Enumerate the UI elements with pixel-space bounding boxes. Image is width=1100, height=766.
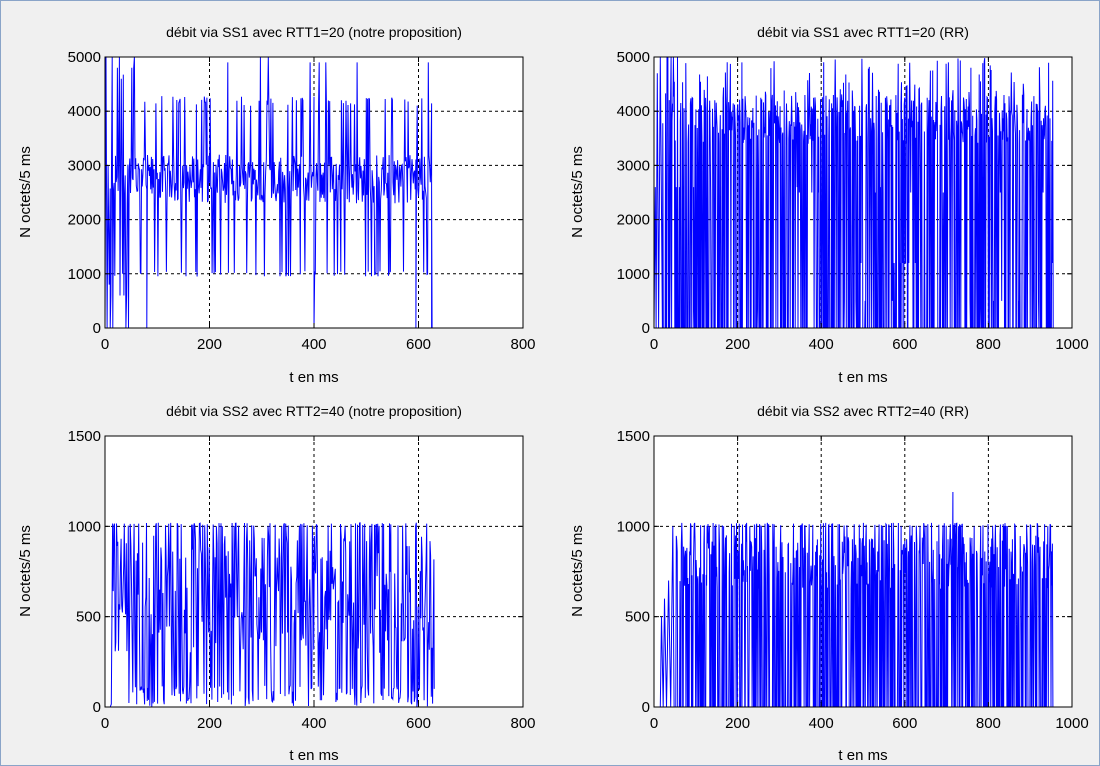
ytick-label-2-1: 1000 [617,266,650,283]
series-line-4 [659,491,1054,707]
xtick-label-4-1: 200 [725,715,750,732]
yticks-4: 0 500 1000 1500 [617,428,1072,716]
xtick-label-2-3: 600 [892,336,917,353]
ytick-label-3-0: 0 [93,699,101,716]
xtick-label-4-4: 800 [976,715,1001,732]
xtick-label-3-1: 200 [197,715,222,732]
xtick-label-2-4: 800 [976,336,1001,353]
ytick-label-2-5: 5000 [617,49,650,66]
subplot-2: débit via SS1 avec RTT1=20 (RR) t en ms … [569,24,1089,386]
ylabel-2: N octets/5 ms [569,146,586,238]
plot-area-2 [654,57,1072,328]
title-3: débit via SS2 avec RTT2=40 (notre propos… [166,403,462,419]
ytick-label-4-2: 1000 [617,518,650,535]
xtick-label-3-2: 400 [301,715,326,732]
title-4: débit via SS2 avec RTT2=40 (RR) [757,403,969,419]
ytick-label-1-5: 5000 [68,49,101,66]
xticks-1: 0 200 400 600 800 [101,57,536,353]
xlabel-4: t en ms [838,747,887,764]
xtick-label-4-2: 400 [809,715,834,732]
plot-area-3 [105,436,523,707]
xtick-label-1-0: 0 [101,336,109,353]
xtick-label-3-3: 600 [406,715,431,732]
ylabel-3: N octets/5 ms [17,525,34,617]
series-line-2 [654,57,1054,328]
ylabel-1: N octets/5 ms [17,146,34,238]
xtick-label-3-0: 0 [101,715,109,732]
subplot-3: débit via SS2 avec RTT2=40 (notre propos… [17,403,536,764]
series-line-1 [105,57,433,328]
ytick-label-1-2: 2000 [68,212,101,229]
xtick-label-1-3: 600 [406,336,431,353]
ytick-label-3-3: 1500 [68,428,101,445]
title-1: débit via SS1 avec RTT1=20 (notre propos… [166,24,462,40]
series-line-3 [109,522,435,707]
xticks-2: 0 200 400 600 800 1000 [650,57,1089,353]
xtick-label-2-2: 400 [809,336,834,353]
xticks-3: 0 200 400 600 800 [101,436,536,732]
xlabel-3: t en ms [289,747,338,764]
yticks-1: 0 1000 2000 3000 4000 5000 [68,49,523,337]
xtick-label-2-0: 0 [650,336,658,353]
ytick-label-2-3: 3000 [617,157,650,174]
subplot-1: débit via SS1 avec RTT1=20 (notre propos… [17,24,536,386]
ytick-label-1-4: 4000 [68,103,101,120]
plot-area-1 [105,57,523,328]
xtick-label-2-5: 1000 [1055,336,1088,353]
title-2: débit via SS1 avec RTT1=20 (RR) [757,24,969,40]
xtick-label-2-1: 200 [725,336,750,353]
ytick-label-4-3: 1500 [617,428,650,445]
ytick-label-4-1: 500 [625,609,650,626]
xlabel-2: t en ms [838,369,887,386]
ytick-label-2-0: 0 [642,320,650,337]
ytick-label-4-0: 0 [642,699,650,716]
ytick-label-3-2: 1000 [68,518,101,535]
yticks-3: 0 500 1000 1500 [68,428,523,716]
ytick-label-1-3: 3000 [68,157,101,174]
xtick-label-1-4: 800 [510,336,535,353]
ylabel-4: N octets/5 ms [569,525,586,617]
ytick-label-3-1: 500 [76,609,101,626]
ytick-label-2-4: 4000 [617,103,650,120]
xlabel-1: t en ms [289,369,338,386]
xtick-label-4-3: 600 [892,715,917,732]
ytick-label-1-1: 1000 [68,266,101,283]
xtick-label-1-1: 200 [197,336,222,353]
xtick-label-3-4: 800 [510,715,535,732]
xtick-label-4-5: 1000 [1055,715,1088,732]
ytick-label-2-2: 2000 [617,212,650,229]
ytick-label-1-0: 0 [93,320,101,337]
plot-area-4 [654,436,1072,707]
yticks-2: 0 1000 2000 3000 4000 5000 [617,49,1072,337]
xtick-label-1-2: 400 [301,336,326,353]
axes-frame-2 [653,56,1073,329]
xtick-label-4-0: 0 [650,715,658,732]
subplot-4: débit via SS2 avec RTT2=40 (RR) t en ms … [569,403,1089,764]
axes-frame-4 [653,435,1073,708]
xticks-4: 0 200 400 600 800 1000 [650,436,1089,732]
